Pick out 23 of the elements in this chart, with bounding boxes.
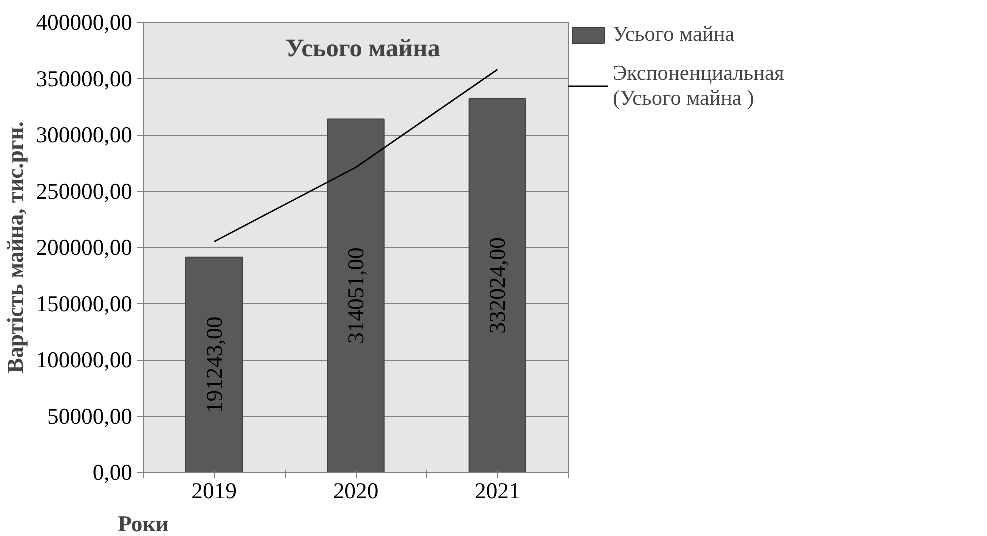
x-tick-label: 2020 — [333, 478, 379, 504]
y-tick-label: 50000,00 — [48, 404, 133, 429]
y-tick-label: 0,00 — [92, 460, 133, 485]
y-tick-label: 350000,00 — [36, 66, 133, 92]
x-axis-title: Роки — [118, 512, 169, 536]
data-label: 332024,00 — [485, 238, 510, 334]
bar — [186, 256, 244, 472]
y-tick-label: 200000,00 — [36, 235, 133, 260]
x-tick-label: 2021 — [475, 478, 520, 504]
y-tick-label: 300000,00 — [36, 122, 133, 148]
y-tick-label: 100000,00 — [36, 348, 133, 372]
y-tick-label: 150000,00 — [36, 291, 133, 316]
bar — [468, 98, 526, 472]
y-tick-label: 400000,00 — [36, 10, 133, 35]
x-tick-label: 2019 — [192, 478, 237, 504]
text: Усього майна — [286, 34, 441, 62]
bar — [327, 118, 385, 472]
data-label: 191243,00 — [202, 316, 227, 414]
data-label: 314051,00 — [344, 248, 368, 344]
legend-label: Усього майна — [613, 22, 735, 47]
legend-label: Экспоненциальная (Усього майна ) — [613, 61, 784, 111]
y-axis-title: Вартість майна, тис.ргн. — [3, 122, 28, 374]
y-tick-label: 250000,00 — [36, 178, 133, 204]
